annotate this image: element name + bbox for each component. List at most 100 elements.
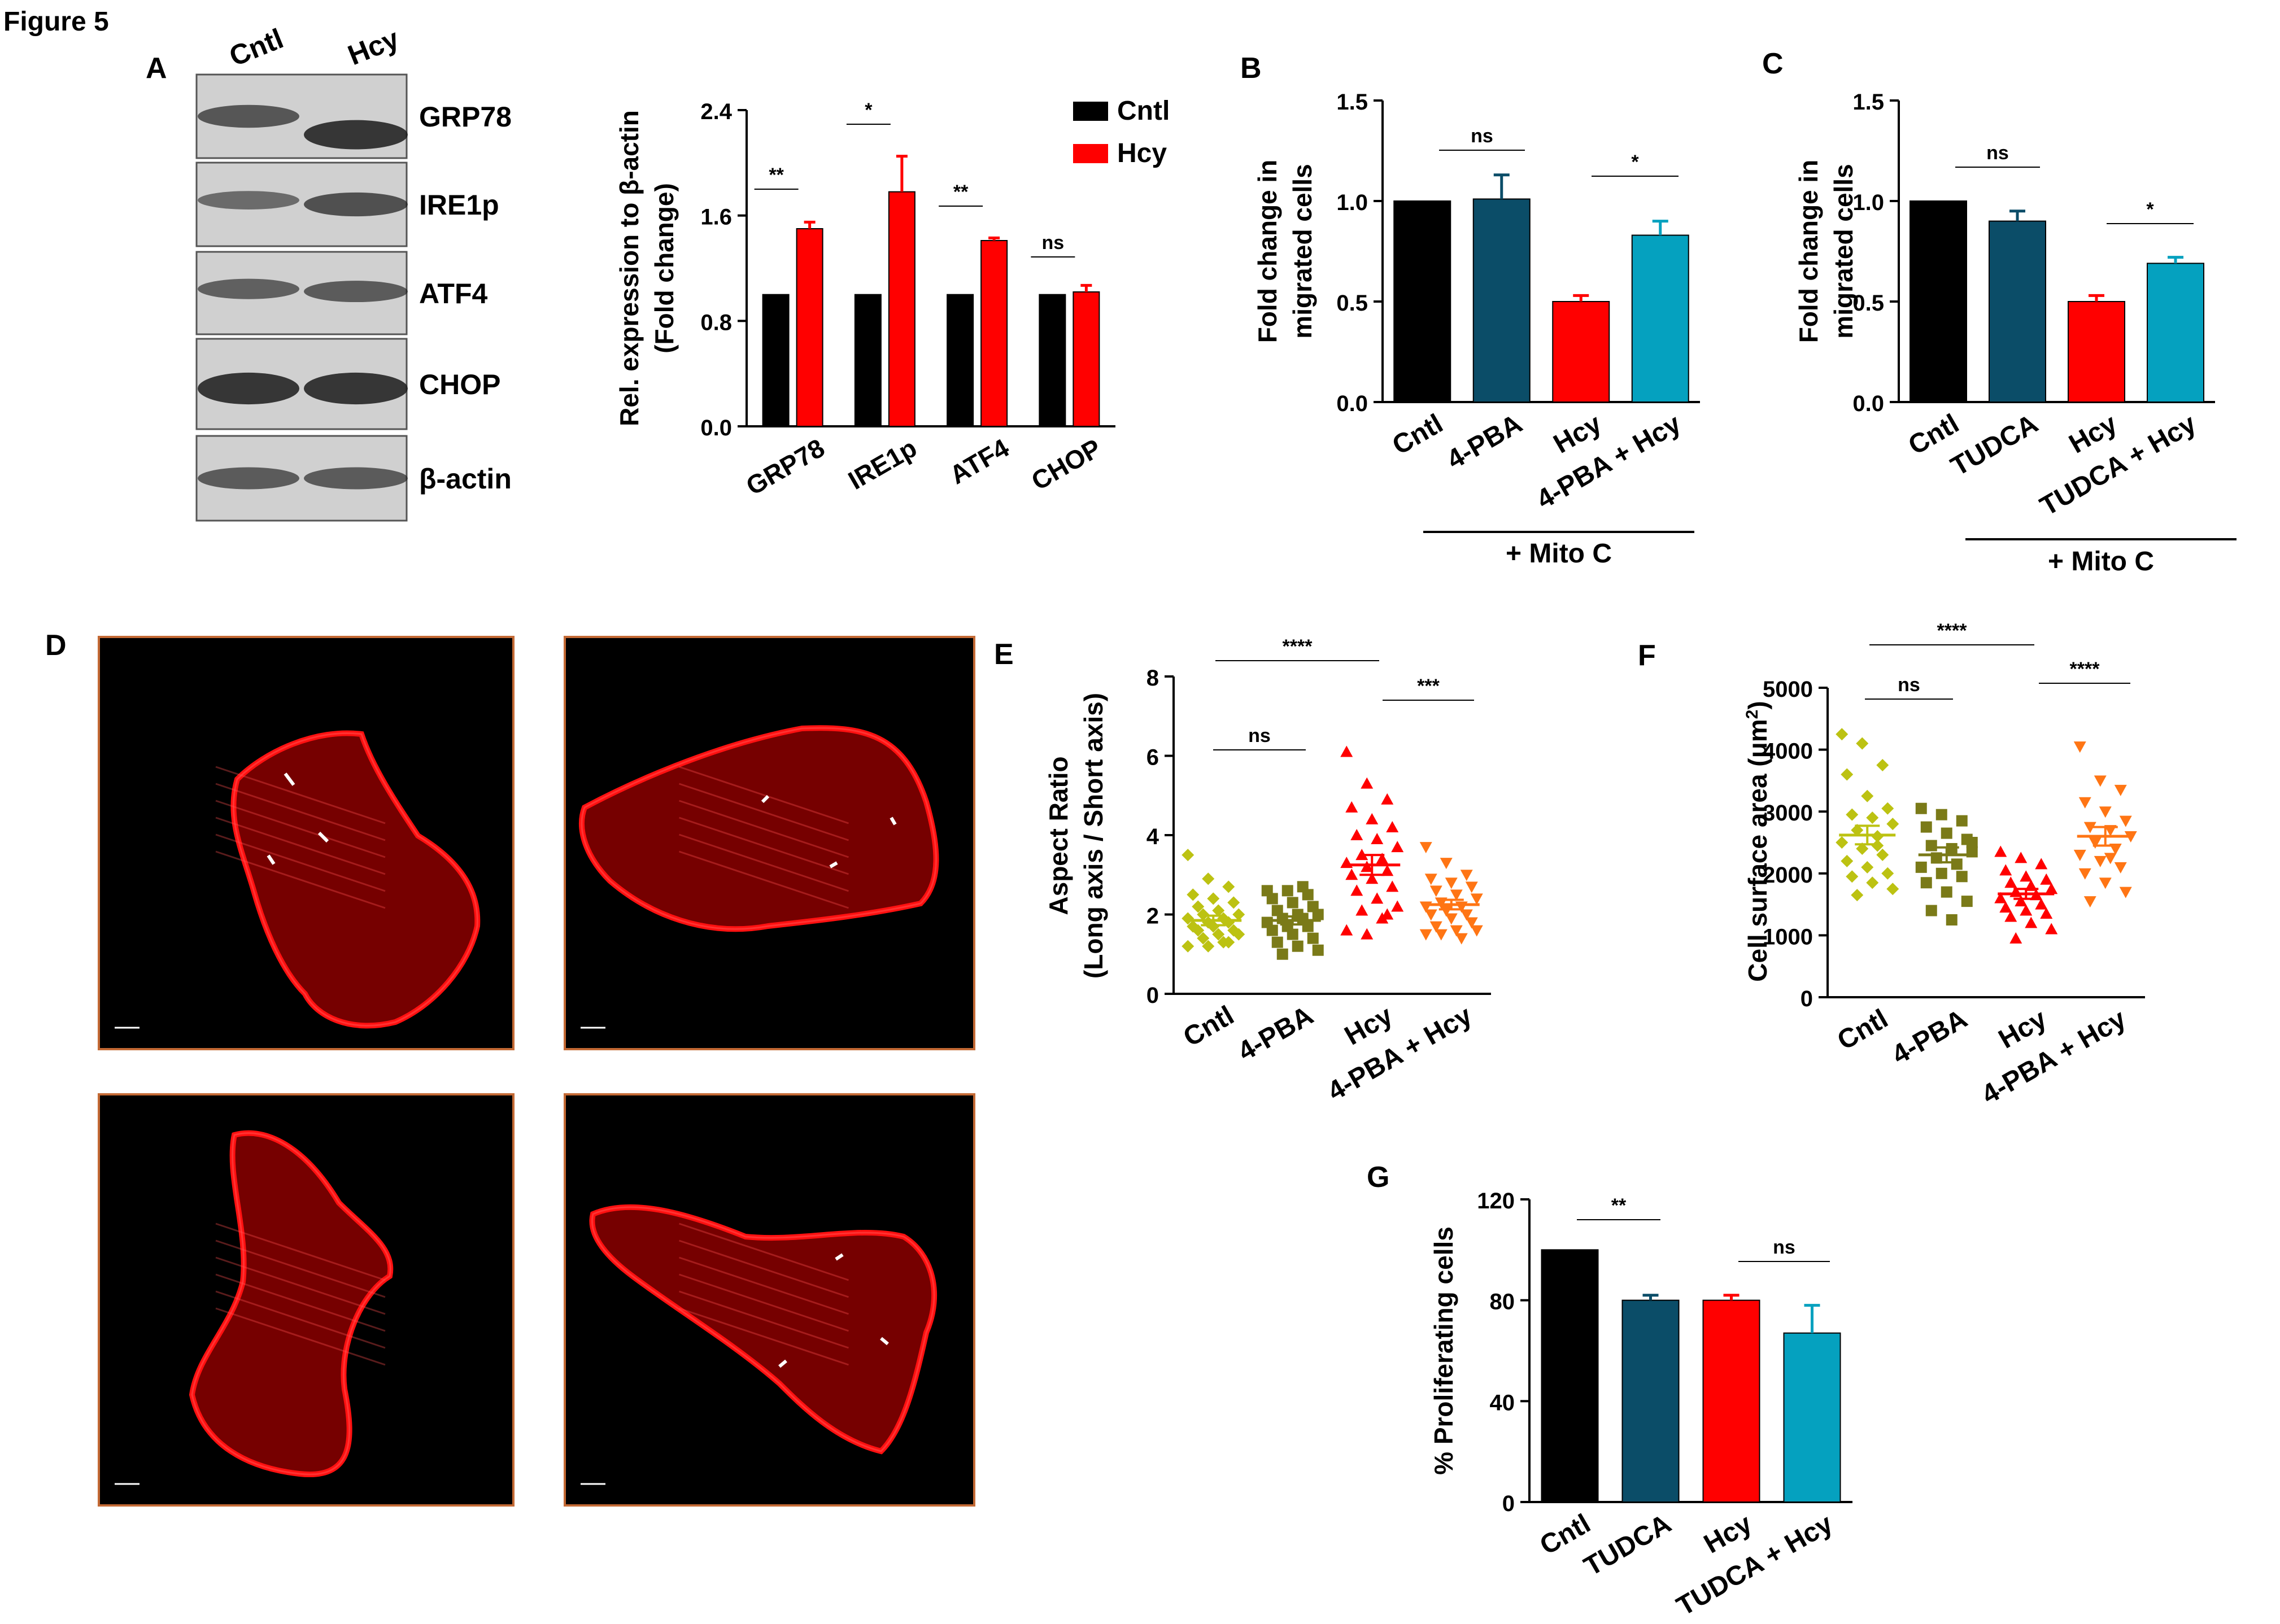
category-label: Cntl	[1178, 1001, 1239, 1053]
data-point	[1460, 870, 1473, 881]
data-point	[1287, 928, 1298, 940]
data-point	[1366, 872, 1379, 884]
data-point	[2009, 932, 2022, 944]
data-point	[1182, 940, 1195, 953]
panel-letter-e: E	[994, 638, 1014, 671]
arrow-marker	[890, 817, 897, 826]
data-point	[1460, 909, 1473, 921]
data-point	[1861, 789, 1874, 802]
category-label: ATF4	[944, 433, 1014, 490]
panel-letter-c: C	[1762, 47, 1784, 80]
stress-fibre	[679, 800, 849, 858]
data-point	[1999, 901, 2012, 913]
stress-fibre	[679, 783, 849, 841]
data-point	[2020, 904, 2033, 916]
category-label: 4-PBA	[1442, 409, 1527, 475]
blot-band-label-actin: β-actin	[419, 463, 512, 495]
stress-fibre	[679, 833, 849, 892]
significance-label: ns	[1042, 232, 1065, 254]
panel-letter-g: G	[1367, 1161, 1389, 1194]
data-point	[1232, 908, 1245, 921]
significance-label: ns	[1898, 674, 1920, 696]
stress-fibre	[679, 766, 849, 824]
data-point	[2099, 806, 2112, 818]
data-point	[1836, 728, 1849, 741]
data-point	[1445, 913, 1458, 925]
data-point	[1197, 908, 1210, 921]
data-point	[1994, 892, 2007, 903]
data-point	[1465, 917, 1478, 929]
panel-letter-d: D	[45, 629, 67, 662]
data-point	[1876, 848, 1889, 861]
data-point	[1429, 921, 1442, 933]
data-point	[1941, 827, 1952, 839]
panel-letter-f: F	[1638, 639, 1656, 672]
data-point	[1966, 837, 1978, 848]
y-tick-label: 0.5	[1852, 291, 1884, 316]
data-point	[1340, 924, 1353, 936]
category-label: 4-PBA	[1887, 1004, 1972, 1071]
bar-hcy-atf4	[980, 240, 1008, 427]
data-point	[2045, 923, 2058, 935]
data-point	[1312, 944, 1324, 956]
bar-4-pba-hcy	[1631, 234, 1689, 403]
blot-band	[304, 281, 408, 303]
stress-fibre	[215, 833, 386, 892]
data-point	[1340, 745, 1353, 757]
data-point	[2114, 784, 2127, 796]
data-point	[1935, 809, 1947, 820]
data-point	[1881, 867, 1894, 880]
data-point	[1202, 872, 1215, 885]
stress-fibre	[215, 850, 386, 909]
blot-band-label-ire1p: IRE1p	[419, 189, 499, 221]
y-tick-label: 0.0	[1336, 391, 1368, 416]
data-point	[1391, 841, 1404, 853]
category-label: Cntl	[1832, 1004, 1893, 1057]
category-label: GRP78	[741, 433, 830, 501]
significance-label: **	[769, 164, 784, 186]
arrow-marker	[835, 1253, 844, 1261]
category-label: TUDCA	[1946, 409, 2043, 482]
cell-edge	[581, 727, 937, 930]
y-tick-label: 1.5	[1852, 90, 1884, 115]
data-point	[1920, 877, 1932, 889]
data-point	[1470, 925, 1483, 937]
bar-cntl-chop	[1039, 294, 1066, 427]
stress-fibre	[679, 1223, 849, 1281]
data-point	[1197, 932, 1210, 945]
micrograph-label: 4-PBA	[875, 651, 960, 683]
y-tick-label: 2	[1146, 904, 1159, 929]
stress-fibre	[215, 1307, 386, 1366]
data-point	[2089, 837, 2102, 849]
y-axis-label: migrated cells	[1829, 164, 1858, 338]
stress-fibre	[215, 817, 386, 875]
data-point	[1361, 928, 1374, 940]
panel-letter-a: A	[146, 52, 167, 85]
data-point	[1440, 858, 1453, 870]
y-tick-label: 0.8	[700, 310, 732, 335]
y-tick-label: 5000	[1763, 677, 1813, 702]
data-point	[2040, 907, 2053, 919]
data-point	[1920, 821, 1932, 833]
significance-label: ns	[1986, 142, 2009, 164]
data-point	[1345, 868, 1358, 880]
data-point	[2073, 849, 2086, 861]
data-point	[1856, 842, 1869, 855]
data-point	[1297, 881, 1309, 893]
data-point	[1455, 933, 1468, 945]
data-point	[1312, 909, 1324, 920]
scale-bar-label: 5μm	[587, 1032, 599, 1038]
stress-fibre	[215, 1273, 386, 1332]
confocal-micrographs: Cntl 5μm 4-PBA 5μm Hcy 5μm 4-PBA + Hcy 5μm	[98, 636, 975, 1507]
stress-fibre	[215, 1223, 386, 1281]
data-point	[1470, 893, 1483, 905]
data-point	[2078, 797, 2091, 809]
data-point	[1391, 900, 1404, 912]
chart-c-migration-tudca: 0.0 0.5 1.0 1.5 Fold change in migrated cells…	[1794, 90, 2237, 577]
y-tick-label: 0.0	[1852, 391, 1884, 416]
bar-tudca	[1621, 1299, 1680, 1503]
bar-hcy-grp78	[796, 228, 823, 427]
chart-b-migration-4pba: 0.0 0.5 1.0 1.5 Fold change in migrated cells…	[1253, 90, 1700, 569]
significance-label: **	[953, 181, 969, 203]
significance-label: ns	[1773, 1237, 1795, 1258]
